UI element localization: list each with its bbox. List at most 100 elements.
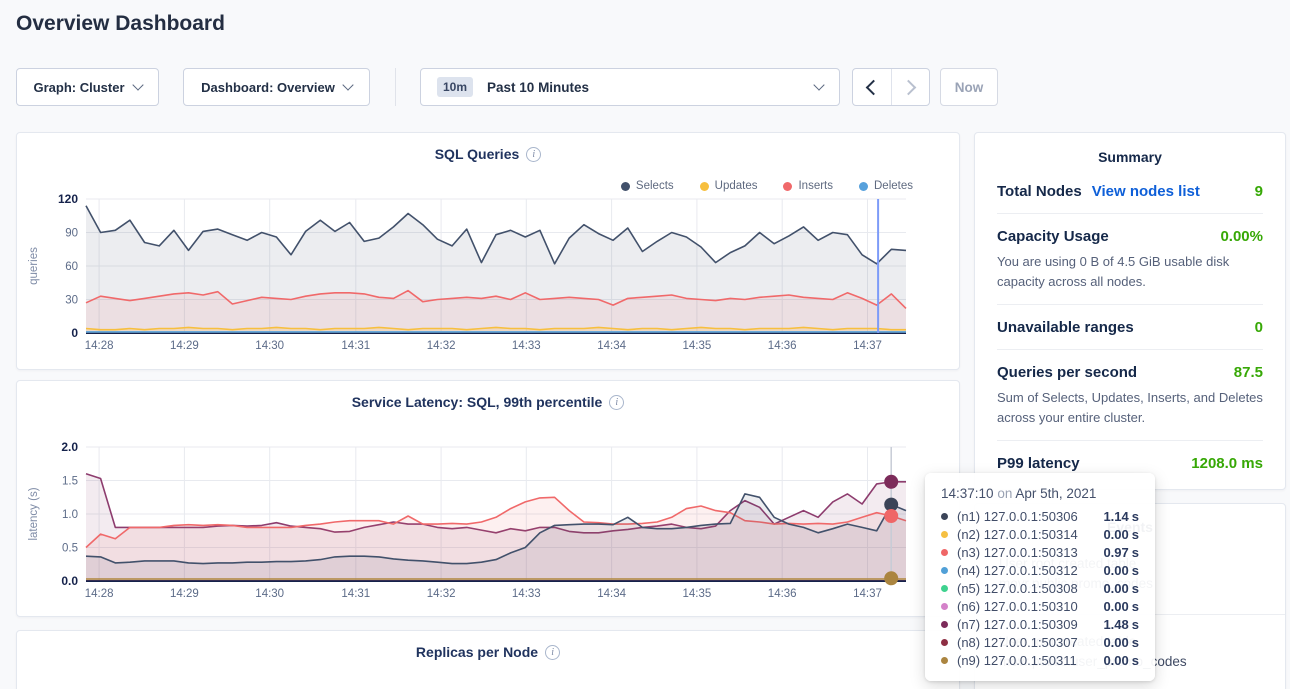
total-nodes-value: 9 — [1254, 183, 1263, 200]
summary-row-qps: Queries per second 87.5 Sum of Selects, … — [997, 350, 1263, 441]
page-title: Overview Dashboard — [16, 12, 225, 35]
info-icon[interactable]: i — [545, 644, 561, 660]
chart-title: Service Latency: SQL, 99th percentile — [351, 394, 603, 410]
legend-dot — [699, 181, 709, 191]
svg-text:14:36: 14:36 — [768, 340, 797, 352]
p99-latency-label: P99 latency — [997, 455, 1080, 472]
summary-row-total-nodes: Total Nodes View nodes list 9 — [997, 169, 1263, 214]
chart-legend: Selects Updates Inserts Deletes — [620, 180, 913, 192]
node-color-dot — [941, 638, 948, 646]
svg-text:60: 60 — [65, 261, 78, 273]
toolbar-divider — [395, 68, 396, 106]
qps-description: Sum of Selects, Updates, Inserts, and De… — [997, 390, 1263, 425]
chart-title: SQL Queries — [434, 146, 520, 162]
svg-text:14:35: 14:35 — [683, 588, 712, 600]
svg-text:14:34: 14:34 — [597, 588, 626, 600]
chevron-down-icon — [813, 79, 825, 91]
svg-text:14:30: 14:30 — [255, 588, 284, 600]
svg-text:0.0: 0.0 — [61, 574, 78, 588]
chevron-right-icon — [900, 79, 917, 95]
service-latency-panel: Service Latency: SQL, 99th percentile i … — [16, 380, 960, 617]
tooltip-node-row: (n3) 127.0.0.1:50313 0.97 s — [941, 543, 1139, 561]
svg-text:14:35: 14:35 — [683, 340, 712, 352]
tooltip-node-row: (n4) 127.0.0.1:50312 0.00 s — [941, 561, 1139, 579]
svg-text:14:37: 14:37 — [853, 588, 882, 600]
time-nav-group — [852, 68, 930, 106]
svg-text:14:31: 14:31 — [341, 340, 370, 352]
node-color-dot — [941, 656, 948, 664]
now-button[interactable]: Now — [940, 68, 998, 106]
svg-text:1.0: 1.0 — [62, 509, 78, 521]
tooltip-node-row: (n7) 127.0.0.1:50309 1.48 s — [941, 615, 1139, 633]
chart-header: SQL Queries i — [17, 146, 959, 162]
svg-text:14:33: 14:33 — [512, 588, 541, 600]
legend-dot — [783, 181, 793, 191]
summary-row-p99: P99 latency 1208.0 ms — [997, 441, 1263, 485]
tooltip-node-row: (n2) 127.0.0.1:50314 0.00 s — [941, 525, 1139, 543]
qps-label: Queries per second — [997, 364, 1138, 381]
chevron-left-icon — [865, 79, 882, 95]
svg-text:14:32: 14:32 — [427, 340, 456, 352]
legend-dot — [859, 181, 868, 191]
svg-text:14:33: 14:33 — [512, 340, 541, 352]
legend-item: Updates — [699, 180, 757, 192]
svg-text:14:37: 14:37 — [853, 340, 882, 352]
info-icon[interactable]: i — [526, 146, 542, 162]
service-latency-chart[interactable]: 14:28 14:29 14:30 14:31 14:32 14:33 14:34 14:35… — [17, 421, 961, 611]
svg-text:14:34: 14:34 — [597, 340, 626, 352]
node-color-dot — [941, 566, 948, 574]
svg-text:90: 90 — [65, 228, 78, 240]
chart-header: Replicas per Node i — [17, 644, 959, 660]
view-nodes-list-link[interactable]: View nodes list — [1091, 183, 1200, 200]
svg-text:14:36: 14:36 — [768, 588, 797, 600]
summary-row-capacity: Capacity Usage 0.00% You are using 0 B o… — [997, 214, 1263, 305]
capacity-usage-description: You are using 0 B of 4.5 GiB usable disk… — [997, 254, 1230, 289]
node-color-dot — [941, 548, 948, 556]
info-icon[interactable]: i — [609, 394, 625, 410]
time-range-dropdown[interactable]: 10m Past 10 Minutes — [420, 68, 840, 106]
sql-queries-chart[interactable]: 14:28 14:29 14:30 14:31 14:32 14:33 14:34 14:35… — [17, 173, 961, 363]
svg-text:2.0: 2.0 — [61, 440, 78, 454]
svg-text:queries: queries — [28, 247, 40, 285]
svg-text:30: 30 — [65, 295, 78, 307]
tooltip-node-row: (n9) 127.0.0.1:50311 0.00 s — [941, 651, 1139, 669]
svg-text:latency (s): latency (s) — [28, 487, 40, 540]
unavailable-ranges-value: 0 — [1254, 319, 1263, 336]
chart-hover-tooltip: 14:37:10 on Apr 5th, 2021 (n1) 127.0.0.1… — [925, 473, 1155, 681]
time-back-button[interactable] — [853, 69, 891, 105]
time-range-label: Past 10 Minutes — [487, 79, 590, 95]
tooltip-node-row: (n1) 127.0.0.1:50306 1.14 s — [941, 507, 1139, 525]
node-color-dot — [941, 584, 948, 592]
graph-scope-dropdown[interactable]: Graph: Cluster — [16, 68, 159, 106]
summary-row-unavailable-ranges: Unavailable ranges 0 — [997, 305, 1263, 350]
chevron-down-icon — [342, 79, 354, 91]
p99-latency-value: 1208.0 ms — [1191, 455, 1263, 472]
sql-queries-panel: SQL Queries i Selects Updates Inserts De… — [16, 132, 960, 370]
svg-text:14:28: 14:28 — [85, 588, 114, 600]
chevron-down-icon — [131, 79, 144, 91]
node-color-dot — [941, 620, 948, 628]
time-range-badge: 10m — [437, 77, 474, 97]
qps-value: 87.5 — [1233, 364, 1263, 381]
svg-text:14:28: 14:28 — [85, 340, 114, 352]
dashboard-dropdown[interactable]: Dashboard: Overview — [183, 68, 370, 106]
time-forward-button[interactable] — [890, 69, 930, 105]
svg-text:1.5: 1.5 — [62, 476, 78, 488]
svg-text:14:30: 14:30 — [255, 340, 284, 352]
node-color-dot — [941, 512, 948, 520]
unavailable-ranges-label: Unavailable ranges — [997, 319, 1134, 336]
svg-text:120: 120 — [58, 192, 78, 206]
capacity-usage-label: Capacity Usage — [997, 228, 1109, 245]
svg-text:14:31: 14:31 — [341, 588, 370, 600]
summary-panel: Summary Total Nodes View nodes list 9 Ca… — [974, 132, 1286, 490]
replicas-per-node-panel: Replicas per Node i — [16, 630, 960, 689]
tooltip-node-row: (n5) 127.0.0.1:50308 0.00 s — [941, 579, 1139, 597]
dashboard-dropdown-label: Dashboard: Overview — [201, 79, 335, 95]
chart-header: Service Latency: SQL, 99th percentile i — [17, 394, 959, 410]
svg-text:0.5: 0.5 — [62, 543, 78, 555]
summary-title: Summary — [1098, 149, 1162, 165]
chart-title: Replicas per Node — [415, 644, 539, 660]
svg-text:14:29: 14:29 — [170, 340, 199, 352]
node-color-dot — [941, 602, 948, 610]
